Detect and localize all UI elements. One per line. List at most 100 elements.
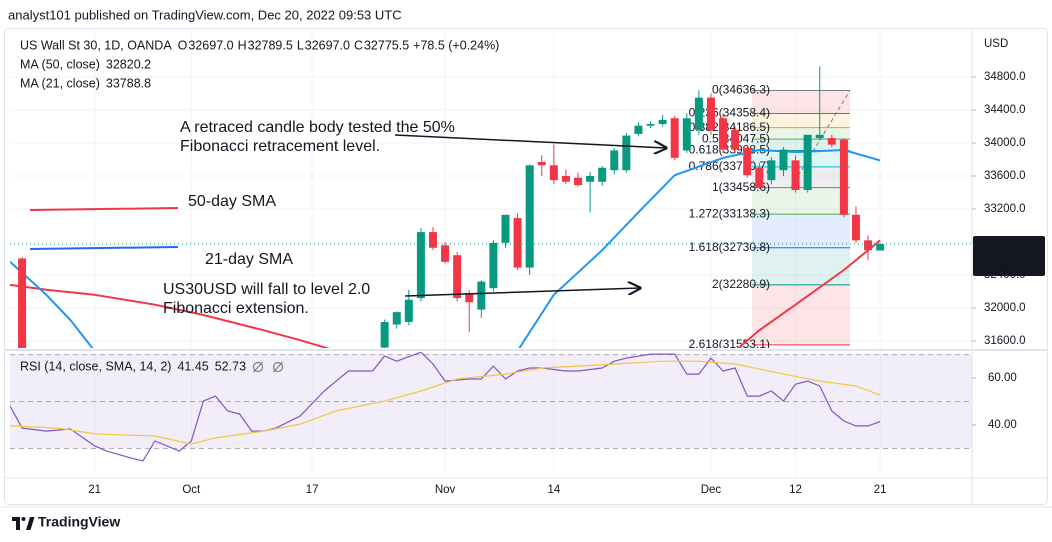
y-tick-label: 32000.0 [984, 302, 1026, 314]
moving-average [10, 239, 881, 348]
visibility-icon [252, 361, 264, 373]
x-tick-label: Nov [435, 484, 456, 496]
fib-zone [752, 214, 850, 248]
candle-body [380, 322, 389, 348]
fib-zone [752, 150, 850, 167]
candle-body [839, 139, 848, 215]
candle-body [719, 118, 728, 150]
sma-sample-line [29, 246, 179, 250]
annotation: US30USD will fall to level 2.0 [163, 281, 370, 298]
candle-body [18, 258, 27, 348]
price-tag [973, 236, 1045, 277]
candle-body [477, 281, 486, 310]
candle-body [743, 147, 752, 176]
ohlc-value: 32697.0 [305, 38, 350, 52]
fib-label: 1.272(33138.3) [689, 206, 770, 220]
annotation: 21-day SMA [205, 251, 293, 268]
visibility-icon [273, 361, 283, 373]
x-tick-label: 17 [306, 484, 319, 496]
ma-legend-name: MA (50, close) [20, 57, 100, 71]
ohlc-value: 32789.5 [248, 38, 293, 52]
candle-body [537, 161, 546, 166]
candle-body [731, 129, 740, 150]
rsi-line [10, 360, 881, 445]
candle-body [658, 119, 667, 125]
candle-body [876, 244, 885, 251]
candle-body [561, 176, 570, 182]
rsi-pane [10, 352, 972, 462]
candle-body [428, 232, 437, 248]
candle-body [694, 97, 703, 130]
candle-body [549, 165, 558, 181]
fib-label: 2.618(31553.1) [689, 337, 770, 351]
candle-body [864, 240, 873, 251]
price-pane: 0(34636.3)0.236(34358.4)0.382(34186.5)0.… [10, 66, 972, 351]
fib-zone [752, 284, 850, 345]
symbol-title: US Wall St 30, 1D, OANDA [20, 38, 172, 52]
fib-label: 0(34636.3) [712, 83, 770, 97]
candle-body [779, 149, 788, 171]
candle-body [416, 232, 425, 299]
legend: US Wall St 30, 1D, OANDA O 32697.0 H 32789.5… [20, 38, 499, 373]
fib-zone [752, 127, 850, 140]
candle-body [586, 176, 595, 182]
rsi-line [10, 352, 881, 462]
ohlc-value: 32775.5 [364, 38, 409, 52]
candle-body [404, 299, 413, 323]
fib-zone [752, 113, 850, 128]
fib-zone [752, 90, 850, 114]
x-tick-label: 21 [874, 484, 887, 496]
annotation: Fibonacci retracement level. [180, 138, 380, 155]
rsi-title: RSI (14, close, SMA, 14, 2) [20, 359, 171, 373]
candle-body [610, 150, 619, 171]
fib-zone [752, 247, 850, 285]
y-tick-label: 34000.0 [984, 137, 1026, 149]
candle-body [489, 242, 498, 289]
visibility-icon [253, 361, 263, 373]
x-tick-label: 12 [789, 484, 802, 496]
price-tag-countdown: 21:05:52 [984, 264, 1029, 276]
y-tick-label: 40.00 [988, 419, 1017, 431]
moving-average [10, 149, 881, 348]
candle-body [501, 214, 510, 243]
x-tick-label: Dec [701, 484, 722, 496]
chart-frame [4, 28, 1048, 505]
overlay: A retraced candle body tested the 50% Fib… [29, 119, 666, 317]
candle-body [441, 245, 450, 262]
candle-body [465, 293, 474, 303]
candle-body [525, 165, 534, 268]
candle-body [827, 138, 836, 145]
candle-body [574, 177, 583, 186]
fib-label: 2(32280.9) [712, 277, 770, 291]
ohlc-key: L [297, 38, 304, 52]
ohlc-key: H [238, 38, 247, 52]
candle-body [815, 134, 824, 139]
y-tick-label: 34400.0 [984, 104, 1026, 116]
ma-legend-value: 33788.8 [106, 76, 151, 90]
candle-body [803, 134, 812, 191]
annotation: 50-day SMA [188, 193, 276, 210]
x-tick-label: 21 [88, 484, 101, 496]
ma-legend-value: 32820.2 [106, 57, 151, 71]
x-tick-label: Oct [182, 484, 201, 496]
price-tag-value: 32775.5 [984, 238, 1026, 250]
candle-body [682, 118, 691, 151]
arrow [404, 288, 640, 297]
rsi-sma-value: 52.73 [215, 359, 246, 373]
y-tick-label: 33600.0 [984, 170, 1026, 182]
ohlc-change: +78.5 (+0.24%) [413, 38, 499, 52]
candle-body [755, 167, 764, 188]
arrow [394, 134, 666, 148]
brand-logo [12, 517, 35, 530]
fib-zone [752, 139, 850, 151]
annotation: Fibonacci extension. [163, 300, 309, 317]
candle-body [622, 135, 631, 171]
y-tick-label: 31600.0 [984, 335, 1026, 347]
axis-unit: USD [984, 38, 1008, 50]
y-tick-label: 33200.0 [984, 203, 1026, 215]
x-tick-label: 14 [547, 484, 560, 496]
candle-body [706, 97, 715, 130]
rsi-value: 41.45 [177, 359, 208, 373]
